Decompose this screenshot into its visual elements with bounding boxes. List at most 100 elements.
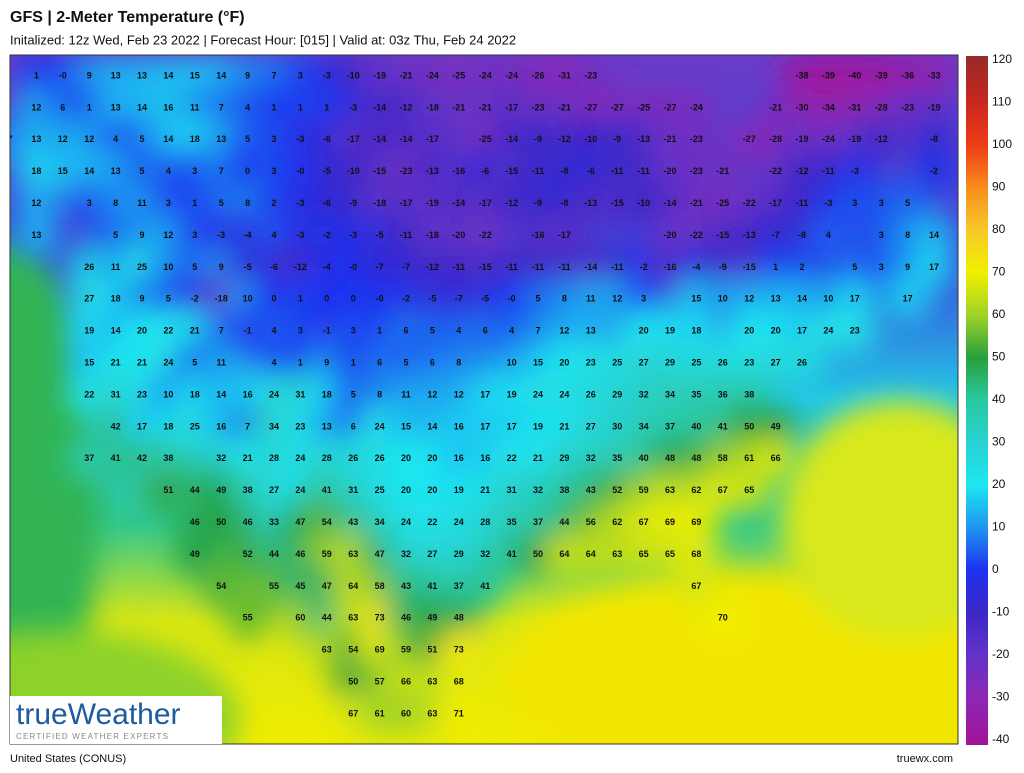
station-temperature: 18 bbox=[163, 421, 173, 431]
station-temperature: 5 bbox=[351, 389, 356, 399]
temperature-field bbox=[463, 564, 508, 609]
station-temperature: 64 bbox=[559, 549, 569, 559]
station-temperature: 8 bbox=[377, 389, 382, 399]
temperature-field bbox=[225, 596, 270, 641]
colorbar-tick-label: 50 bbox=[992, 350, 1006, 364]
station-temperature: 19 bbox=[84, 326, 94, 336]
station-temperature: 8 bbox=[456, 357, 461, 367]
station-temperature: 4 bbox=[456, 326, 461, 336]
station-temperature: -7 bbox=[376, 262, 384, 272]
station-temperature: 22 bbox=[163, 326, 173, 336]
temperature-field bbox=[912, 213, 956, 258]
station-temperature: -6 bbox=[481, 166, 489, 176]
station-temperature: -21 bbox=[769, 102, 782, 112]
station-temperature: 27 bbox=[84, 294, 94, 304]
station-temperature: 5 bbox=[852, 262, 857, 272]
station-temperature: 25 bbox=[612, 357, 622, 367]
station-temperature: -30 bbox=[795, 102, 808, 112]
station-temperature: 38 bbox=[163, 453, 173, 463]
station-temperature: -15 bbox=[505, 166, 518, 176]
station-temperature: 21 bbox=[137, 357, 147, 367]
station-temperature: -11 bbox=[532, 262, 545, 272]
station-temperature: 16 bbox=[216, 421, 226, 431]
station-temperature: 17 bbox=[903, 294, 913, 304]
station-temperature: 1 bbox=[298, 357, 303, 367]
logo-tagline: CERTIFIED WEATHER EXPERTS bbox=[16, 732, 169, 741]
station-temperature: 20 bbox=[401, 453, 411, 463]
station-temperature: 1 bbox=[298, 102, 303, 112]
station-temperature: 20 bbox=[427, 453, 437, 463]
station-temperature: 28 bbox=[269, 453, 279, 463]
station-temperature: 29 bbox=[559, 453, 569, 463]
station-temperature: 14 bbox=[427, 421, 437, 431]
colorbar-tick-label: 10 bbox=[992, 520, 1006, 534]
station-temperature: 51 bbox=[163, 485, 173, 495]
station-temperature: 18 bbox=[322, 389, 332, 399]
station-temperature: 28 bbox=[480, 517, 490, 527]
temperature-field bbox=[436, 341, 481, 386]
station-temperature: 25 bbox=[375, 485, 385, 495]
station-temperature: -15 bbox=[479, 262, 492, 272]
station-temperature: 20 bbox=[744, 326, 754, 336]
station-temperature: 16 bbox=[163, 102, 173, 112]
station-temperature: 18 bbox=[691, 326, 701, 336]
station-temperature: 69 bbox=[691, 517, 701, 527]
station-temperature: -3 bbox=[349, 102, 357, 112]
station-temperature: 38 bbox=[559, 485, 569, 495]
station-temperature: 1 bbox=[298, 294, 303, 304]
station-temperature: 29 bbox=[612, 389, 622, 399]
station-temperature: 40 bbox=[691, 421, 701, 431]
station-temperature: 55 bbox=[243, 613, 253, 623]
temperature-field bbox=[621, 277, 666, 322]
station-temperature: 50 bbox=[744, 421, 754, 431]
station-temperature: -20 bbox=[663, 166, 676, 176]
station-temperature: 43 bbox=[348, 517, 358, 527]
station-temperature: 71 bbox=[454, 708, 464, 718]
station-temperature: 17 bbox=[797, 326, 807, 336]
station-temperature: 34 bbox=[375, 517, 385, 527]
station-temperature: -6 bbox=[323, 134, 331, 144]
station-temperature: -4 bbox=[244, 230, 252, 240]
station-temperature: -21 bbox=[479, 102, 492, 112]
station-temperature: -16 bbox=[452, 166, 465, 176]
station-temperature: -16 bbox=[663, 262, 676, 272]
station-temperature: 18 bbox=[111, 294, 121, 304]
station-temperature: 16 bbox=[454, 421, 464, 431]
station-temperature: 0 bbox=[271, 294, 276, 304]
station-temperature: -17 bbox=[558, 230, 571, 240]
station-temperature: 41 bbox=[480, 581, 490, 591]
station-temperature: -36 bbox=[901, 70, 914, 80]
station-temperature: 24 bbox=[163, 357, 173, 367]
station-temperature: 20 bbox=[771, 326, 781, 336]
station-temperature: -19 bbox=[927, 102, 940, 112]
colorbar-tick-label: 80 bbox=[992, 222, 1006, 236]
station-temperature: 32 bbox=[533, 485, 543, 495]
station-temperature: -19 bbox=[426, 198, 439, 208]
station-temperature: 7 bbox=[219, 166, 224, 176]
station-temperature: 7 bbox=[219, 102, 224, 112]
station-temperature: 26 bbox=[586, 389, 596, 399]
station-temperature: -17 bbox=[479, 198, 492, 208]
station-temperature: 47 bbox=[375, 549, 385, 559]
station-temperature: 6 bbox=[430, 357, 435, 367]
station-temperature: -9 bbox=[613, 134, 621, 144]
temperature-field bbox=[727, 468, 772, 513]
station-temperature: 68 bbox=[454, 676, 464, 686]
station-temperature: -9 bbox=[719, 262, 727, 272]
colorbar-tick-label: -30 bbox=[992, 690, 1010, 704]
station-temperature: 63 bbox=[665, 485, 675, 495]
station-temperature: -5 bbox=[323, 166, 331, 176]
temperature-field bbox=[674, 85, 719, 130]
station-temperature: 63 bbox=[612, 549, 622, 559]
station-temperature: -8 bbox=[560, 198, 568, 208]
station-temperature: 1 bbox=[34, 70, 39, 80]
station-temperature: 27 bbox=[586, 421, 596, 431]
colorbar-tick-label: 30 bbox=[992, 435, 1006, 449]
station-temperature: 11 bbox=[137, 198, 147, 208]
station-temperature: -6 bbox=[587, 166, 595, 176]
station-temperature: -3 bbox=[851, 166, 859, 176]
station-temperature: 49 bbox=[771, 421, 781, 431]
station-temperature: -5 bbox=[376, 230, 384, 240]
station-temperature: -15 bbox=[743, 262, 756, 272]
